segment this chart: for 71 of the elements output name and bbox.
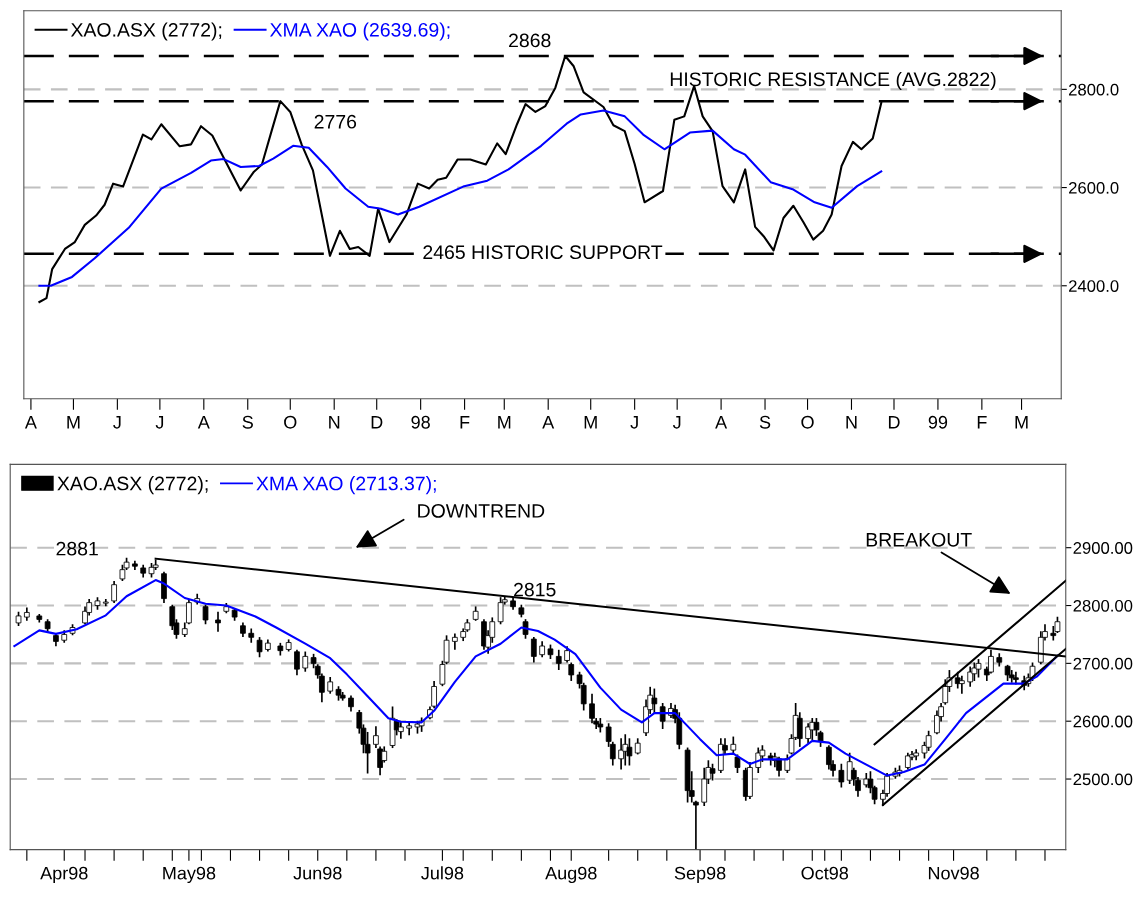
- x-tick-label: Apr98: [40, 866, 88, 884]
- y-tick-label: 2800.0: [1069, 83, 1119, 96]
- x-tick-label: Sep98: [674, 866, 726, 884]
- x-tick-label: S: [759, 415, 771, 429]
- candlestick: [452, 633, 458, 650]
- line-series: [38, 109, 883, 287]
- legend-label: XMA XAO (2639.69);: [269, 22, 450, 41]
- candlestick: [959, 675, 965, 694]
- y-tick-label: 2800.00: [1073, 599, 1133, 612]
- y-tick-label: 2500.00: [1073, 773, 1133, 786]
- y-tick-label: 2700.00: [1073, 657, 1133, 670]
- candlestick: [626, 738, 633, 766]
- y-tick-label: 2400.0: [1069, 280, 1119, 292]
- x-tick-label: D: [888, 416, 900, 429]
- candlestick: [530, 637, 537, 663]
- candlestick: [618, 738, 624, 770]
- x-tick-label: Oct98: [801, 866, 849, 880]
- x-tick-label: J: [630, 416, 638, 429]
- candlestick: [651, 688, 658, 714]
- legend-label: XMA XAO (2713.37);: [256, 476, 436, 495]
- candlestick: [302, 651, 309, 672]
- x-tick-label: J: [113, 416, 121, 429]
- x-tick-label: M: [498, 416, 511, 429]
- x-tick-label: May98: [163, 866, 216, 884]
- x-tick-label: S: [242, 415, 253, 429]
- candlestick: [111, 580, 117, 603]
- candlestick: [256, 637, 263, 658]
- x-tick-label: J: [672, 416, 681, 429]
- x-tick-label: A: [197, 416, 210, 429]
- x-tick-label: F: [460, 416, 470, 429]
- x-tick-label: O: [284, 415, 297, 429]
- x-tick-label: Jul98: [421, 866, 464, 880]
- x-tick-label: N: [329, 416, 340, 429]
- x-tick-label: O: [801, 415, 814, 429]
- x-tick-label: M: [67, 416, 80, 429]
- ref-line-label: HISTORIC RESISTANCE (AVG.2822): [670, 71, 996, 91]
- x-tick-label: 99: [928, 415, 948, 429]
- candlestick: [967, 666, 974, 687]
- x-tick-label: A: [24, 416, 37, 429]
- annotation: 2815: [514, 582, 556, 597]
- x-tick-label: D: [371, 416, 383, 429]
- candlestick: [377, 746, 383, 776]
- x-tick-label: M: [1015, 416, 1028, 429]
- x-tick-label: F: [977, 416, 987, 429]
- candlestick: [555, 649, 562, 670]
- x-tick-label: A: [542, 416, 555, 429]
- x-tick-label: J: [155, 416, 164, 429]
- ref-line-label: 2465 HISTORIC SUPPORT: [423, 245, 663, 260]
- x-tick-label: M: [584, 416, 597, 429]
- candlestick: [373, 726, 379, 749]
- legend-label: XAO.ASX (2772);: [70, 22, 222, 41]
- x-tick-label: Aug98: [545, 866, 597, 884]
- candlestick: [248, 628, 255, 643]
- x-tick-label: Nov98: [928, 866, 979, 880]
- y-tick-label: 2600.0: [1069, 181, 1119, 194]
- candlestick: [294, 649, 300, 676]
- x-tick-label: A: [715, 416, 728, 429]
- annotation: BREAKOUT: [866, 532, 972, 547]
- x-tick-label: N: [846, 416, 857, 429]
- annotation: 2776: [314, 114, 357, 129]
- candlestick: [215, 611, 221, 632]
- y-tick-label: 2600.00: [1073, 715, 1133, 728]
- y-tick-label: 2900.00: [1073, 542, 1133, 554]
- x-tick-label: Jun98: [293, 866, 342, 880]
- annotation: 2881: [56, 541, 98, 556]
- x-tick-label: 98: [411, 415, 430, 429]
- legend-label: XAO.ASX (2772);: [57, 476, 208, 495]
- candlestick: [838, 763, 845, 788]
- annotation: 2868: [509, 33, 551, 48]
- annotation: DOWNTREND: [418, 504, 545, 518]
- candlestick: [693, 800, 699, 850]
